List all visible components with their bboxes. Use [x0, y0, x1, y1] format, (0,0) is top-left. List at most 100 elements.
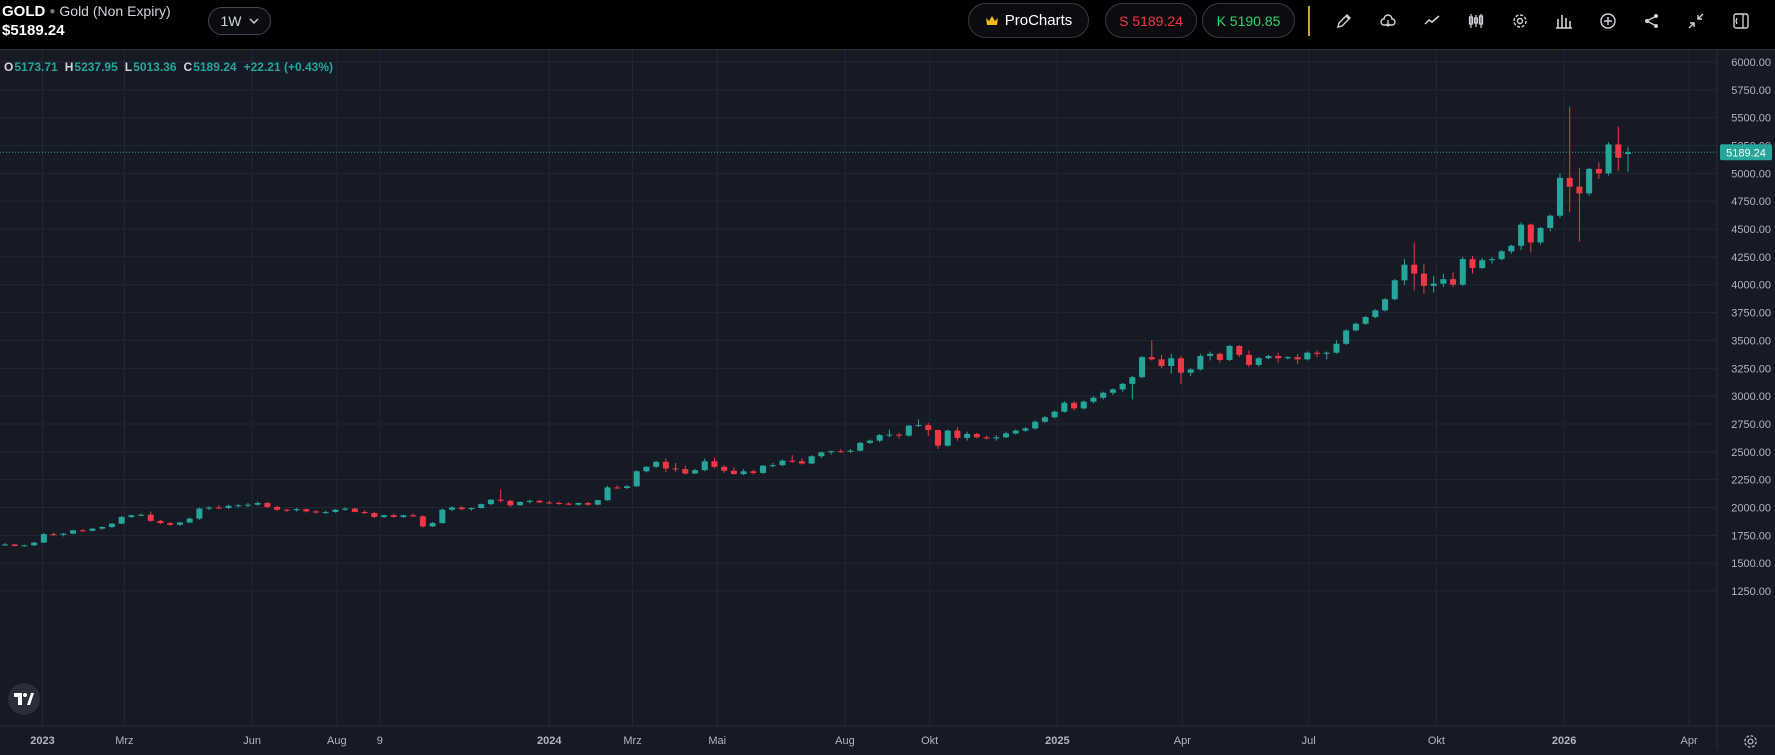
candle-body [526, 500, 533, 502]
time-tick-label: 2025 [1045, 735, 1069, 747]
candle-body [400, 515, 407, 517]
candle [1051, 410, 1058, 419]
candle-body [1080, 401, 1087, 409]
sidebar-icon[interactable] [1727, 7, 1755, 35]
plus-circle-icon[interactable] [1594, 7, 1622, 35]
candles-icon[interactable] [1462, 7, 1490, 35]
line-chart-icon[interactable] [1418, 7, 1446, 35]
candle [915, 419, 922, 427]
candle-body [915, 425, 922, 427]
candle-body [1586, 168, 1593, 194]
candle [711, 457, 718, 469]
candle [1207, 351, 1214, 361]
candle [449, 506, 456, 512]
candle-body [1323, 352, 1330, 354]
candle [1459, 256, 1466, 286]
candle-body [361, 511, 368, 514]
candle [1372, 309, 1379, 319]
cloud-icon[interactable] [1374, 7, 1402, 35]
candle [128, 514, 135, 519]
candle-body [866, 440, 873, 443]
candle-body [818, 452, 825, 457]
ohlc-legend: O5173.71 H5237.95 L5013.36 C5189.24 +22.21 (… [4, 60, 340, 74]
compress-icon[interactable] [1682, 7, 1710, 35]
candle-body [176, 522, 183, 525]
high-value: 5237.95 [74, 60, 118, 74]
candle [1624, 146, 1632, 172]
price-tick-label: 5750.00 [1731, 85, 1771, 97]
candle [1177, 356, 1184, 384]
share-icon[interactable] [1638, 7, 1666, 35]
candle-body [604, 487, 611, 501]
candle [176, 521, 183, 526]
candle [1255, 357, 1262, 367]
close-value: 5189.24 [193, 60, 237, 74]
candle-body [1430, 283, 1437, 286]
candle-body [1, 544, 9, 546]
bars-icon[interactable] [1550, 7, 1578, 35]
candle-body [1576, 186, 1583, 194]
price-tick-label: 4750.00 [1731, 196, 1771, 208]
candle [1090, 396, 1097, 404]
candle [1139, 356, 1146, 379]
candle [565, 502, 572, 506]
time-tick-label: 2024 [537, 735, 562, 747]
candle-body [1372, 310, 1379, 318]
sell-button[interactable]: S 5189.24 [1105, 3, 1197, 38]
candle [905, 425, 912, 437]
procharts-button[interactable]: ProCharts [968, 3, 1089, 38]
timeframe-dropdown[interactable]: 1W [208, 7, 271, 35]
crown-icon [985, 16, 998, 25]
candle [1508, 244, 1515, 254]
time-axis: 2023 Mrz Jun Aug 9 2024 Mrz Mai Aug Okt 2025 Apr Jul… [30, 735, 1698, 747]
candle [186, 517, 193, 524]
candle-body [662, 461, 669, 469]
low-key: L [124, 60, 133, 74]
candle-body [1275, 356, 1282, 359]
candle [1469, 255, 1476, 274]
candle-body [1488, 259, 1495, 261]
candle [1615, 126, 1622, 172]
candle-body [944, 430, 951, 446]
candle [779, 459, 786, 467]
candle-body [1498, 251, 1505, 260]
candle-body [1518, 224, 1525, 246]
candle-body [1236, 345, 1243, 355]
candle [468, 507, 475, 511]
candle [954, 427, 961, 441]
candle-body [614, 487, 621, 489]
candle-body [342, 508, 349, 510]
tradingview-logo-icon[interactable] [8, 683, 40, 715]
price-tick-label: 2750.00 [1731, 419, 1771, 431]
symbol-ticker: GOLD [2, 3, 46, 20]
candle [1576, 167, 1583, 242]
procharts-label: ProCharts [1004, 12, 1073, 29]
candle-body [1012, 430, 1019, 434]
gear-icon[interactable] [1506, 7, 1534, 35]
candle [1275, 352, 1282, 363]
candle [1, 543, 9, 546]
candle-body [225, 505, 232, 509]
candle [1391, 279, 1398, 301]
candle-body [99, 526, 106, 529]
candle-body [206, 507, 213, 509]
candle [254, 501, 261, 506]
candle [332, 509, 339, 513]
candle-body [11, 544, 18, 546]
pencil-icon[interactable] [1330, 7, 1358, 35]
buy-button[interactable]: K 5190.85 [1202, 3, 1295, 38]
last-price-badge: 5189.24 [1720, 144, 1772, 161]
candle-body [692, 470, 699, 474]
candle [1022, 427, 1029, 432]
price-chart[interactable]: 6000.005750.005500.005250.005000.004750.… [0, 50, 1775, 750]
candle-body [837, 451, 844, 453]
candle-body [429, 523, 436, 527]
candle [293, 508, 300, 512]
candle-body [740, 471, 747, 475]
candle-body [1002, 433, 1010, 438]
candle [1245, 350, 1252, 368]
candle-body [973, 433, 980, 438]
candle [1566, 106, 1573, 213]
chart-settings-icon[interactable] [1742, 733, 1759, 750]
candle-body [381, 515, 388, 517]
